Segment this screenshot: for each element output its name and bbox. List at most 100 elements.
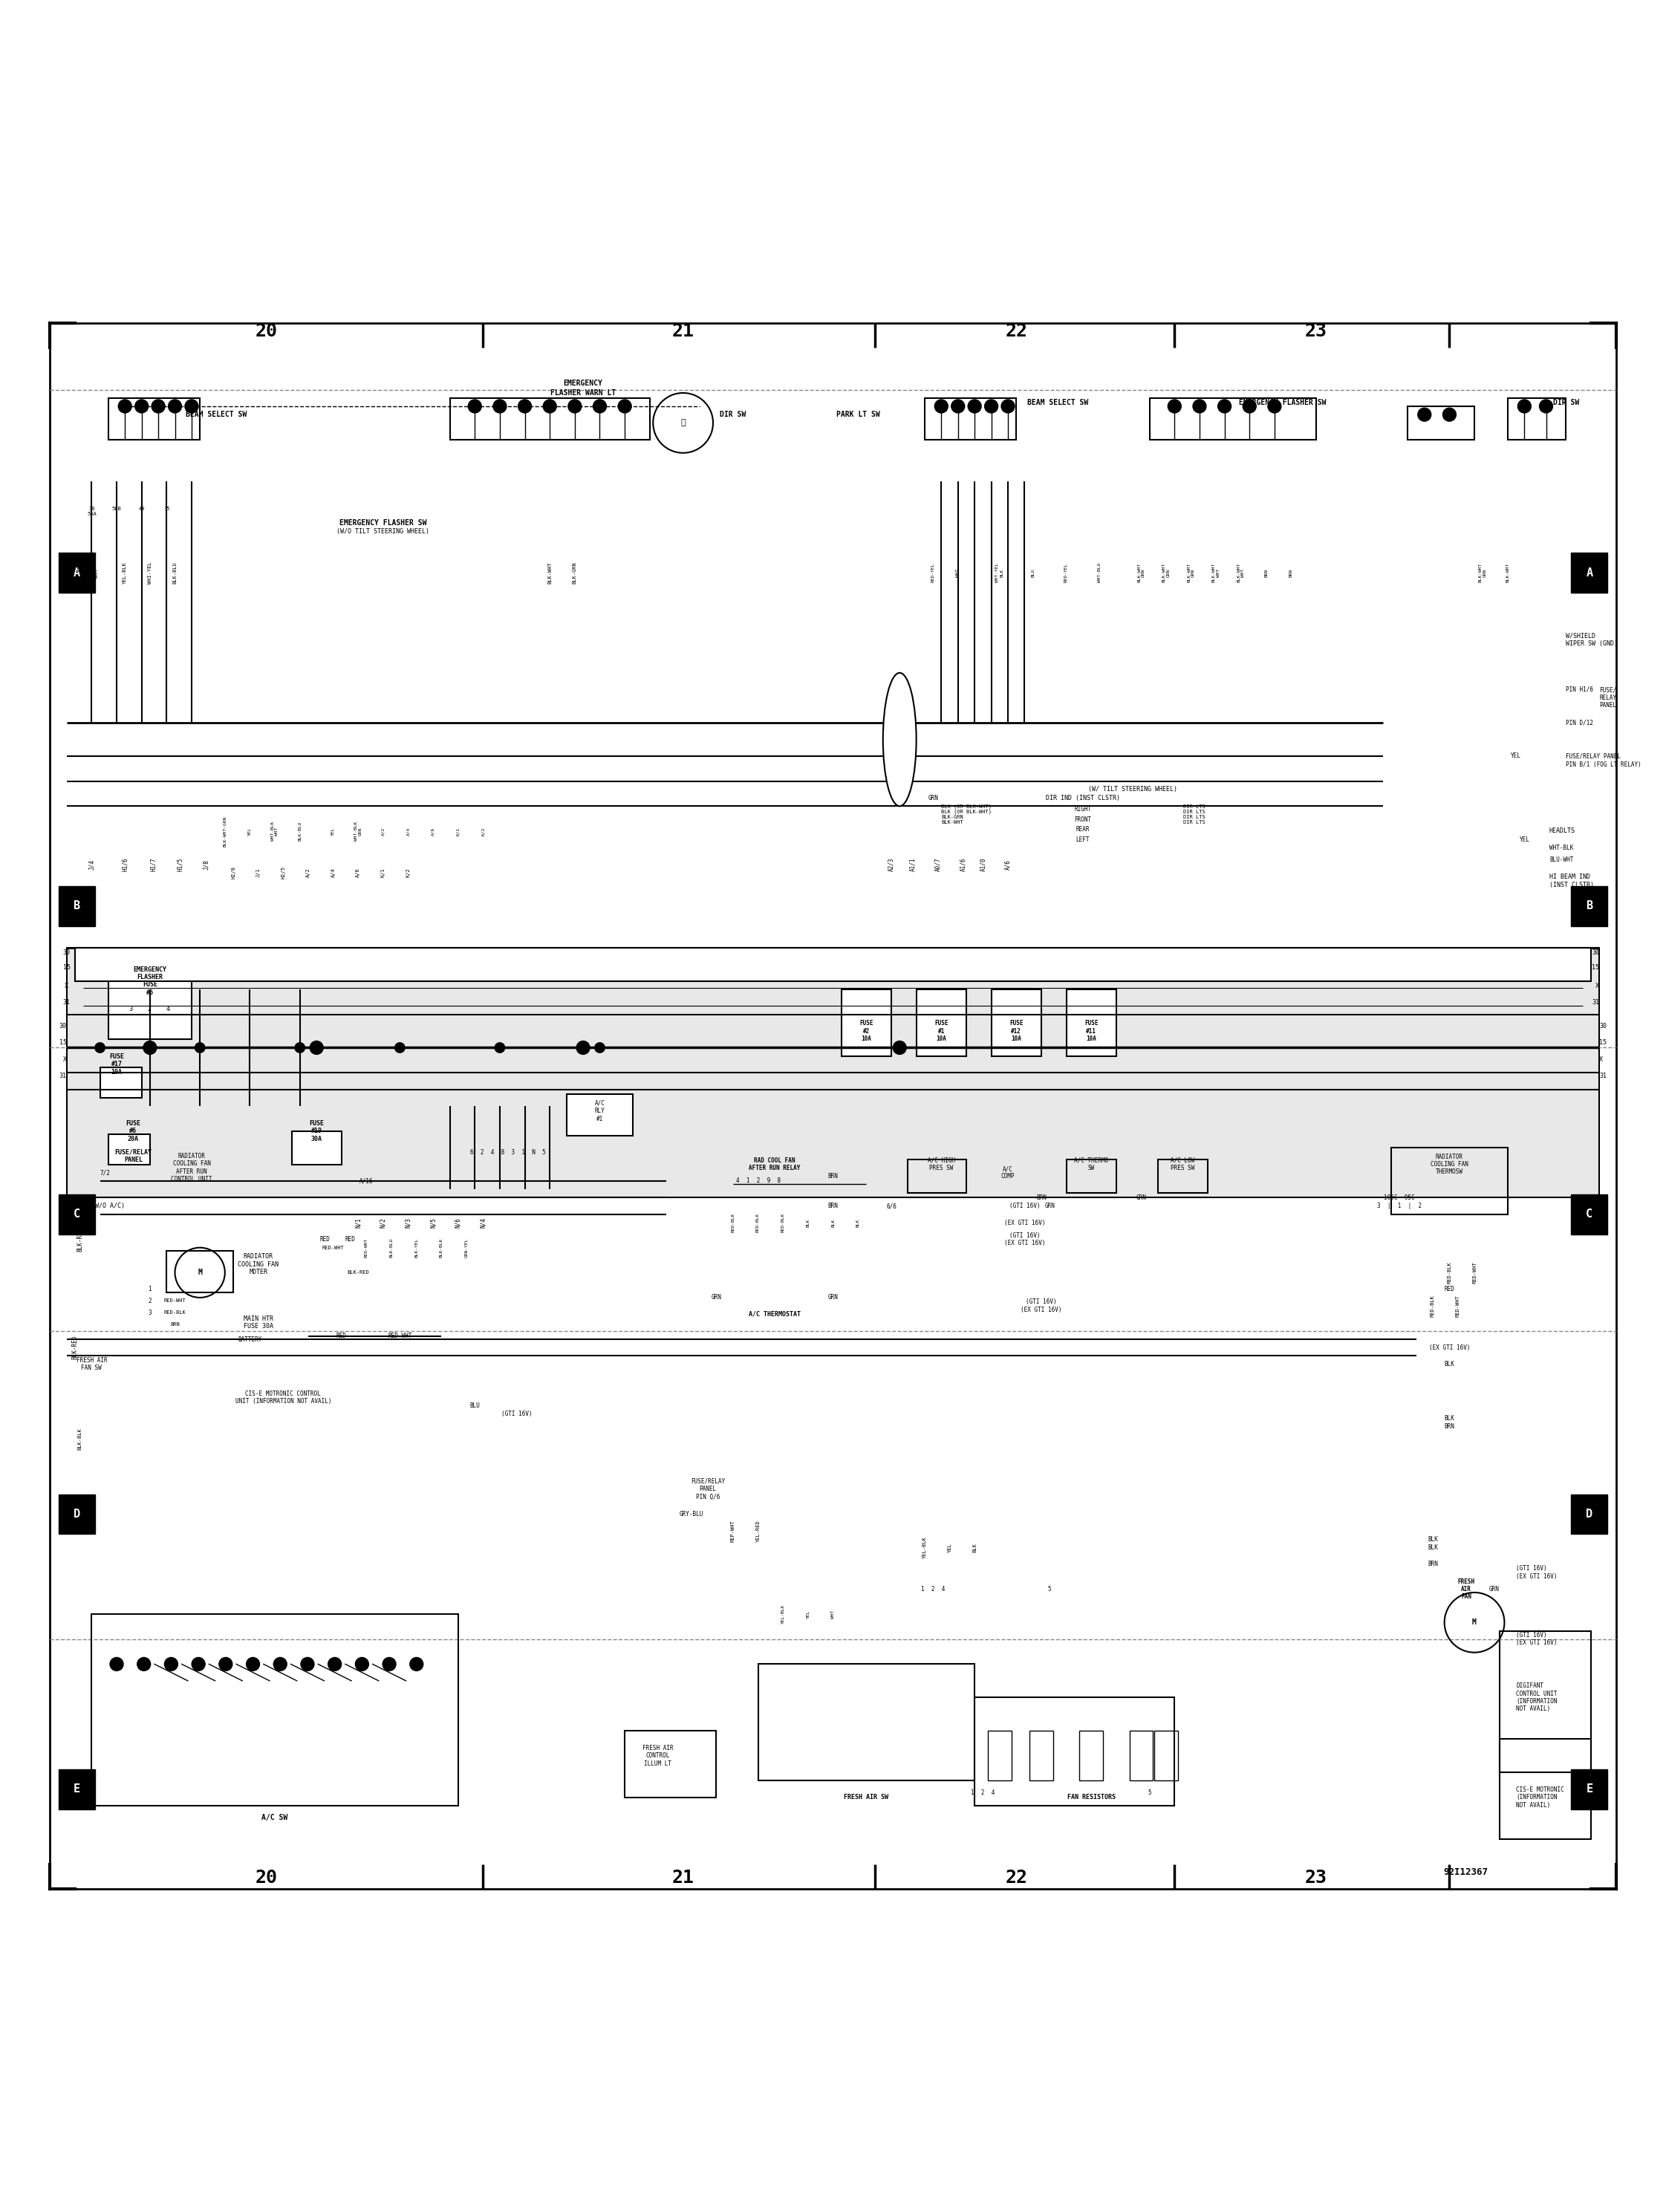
Text: RED-YEL: RED-YEL [931, 564, 935, 582]
Text: YEL: YEL [948, 1542, 951, 1553]
Text: RAD COOL FAN
AFTER RUN RELAY: RAD COOL FAN AFTER RUN RELAY [750, 1157, 800, 1172]
Text: BLK-WHT: BLK-WHT [1506, 564, 1509, 582]
Text: 15: 15 [1599, 1040, 1606, 1046]
Bar [988, 1730, 1011, 1781]
Text: FRONT: FRONT [1075, 816, 1091, 823]
Circle shape [383, 1657, 397, 1670]
Text: RED: RED [320, 1237, 330, 1243]
Text: FUSE
#2
10A: FUSE #2 10A [860, 1020, 873, 1042]
Text: RED-WHT: RED-WHT [1456, 1294, 1459, 1316]
Text: A: A [73, 566, 80, 577]
Text: (EX GTI 16V): (EX GTI 16V) [1005, 1219, 1045, 1225]
Text: DIR SW: DIR SW [1553, 398, 1579, 407]
Text: GRN-YEL: GRN-YEL [465, 1239, 468, 1256]
Text: BLK-WHT
GRN: BLK-WHT GRN [1163, 564, 1170, 582]
Text: RED-WHT: RED-WHT [365, 1239, 368, 1256]
Text: GRN: GRN [1045, 1203, 1055, 1210]
Text: 7/2: 7/2 [100, 1170, 110, 1177]
Text: YEL-BLK: YEL-BLK [923, 1537, 926, 1559]
Text: HI BEAM IND
(INST CLSTR): HI BEAM IND (INST CLSTR) [1549, 874, 1594, 889]
Text: K/2: K/2 [481, 827, 485, 836]
Text: YEL: YEL [1519, 836, 1529, 843]
Text: BRN: BRN [1036, 1194, 1046, 1201]
Text: M: M [198, 1270, 202, 1276]
Text: A/C HIGH
PRES SW: A/C HIGH PRES SW [928, 1157, 955, 1172]
Bar [908, 1159, 966, 1192]
Bar [1066, 1159, 1116, 1192]
Bar [1080, 1730, 1103, 1781]
Text: FUSE/RELAY
PANEL
PIN Q/6: FUSE/RELAY PANEL PIN Q/6 [691, 1478, 725, 1500]
Bar [916, 989, 966, 1055]
Circle shape [468, 400, 481, 414]
Text: RED-WHT: RED-WHT [322, 1245, 345, 1250]
Circle shape [195, 1042, 205, 1053]
Text: YEL-BLK: YEL-BLK [123, 562, 127, 584]
Circle shape [1243, 400, 1256, 414]
Circle shape [576, 1042, 590, 1055]
Text: A1/1: A1/1 [910, 858, 916, 872]
Text: X: X [65, 982, 68, 989]
Text: REAR: REAR [1076, 825, 1090, 832]
Bar [566, 1095, 633, 1137]
Bar [1155, 1730, 1178, 1781]
Text: 3    2    4: 3 2 4 [130, 1006, 170, 1013]
Text: D: D [73, 1509, 80, 1520]
Circle shape [493, 400, 506, 414]
Text: BLU: BLU [1031, 568, 1035, 577]
Text: YEL: YEL [1511, 752, 1521, 759]
Text: YEL-RED: YEL-RED [756, 1520, 760, 1542]
Text: (EX GTI 16V): (EX GTI 16V) [1429, 1345, 1469, 1352]
Text: GRN: GRN [711, 1294, 721, 1301]
Text: DIGIFANT
CONTROL UNIT
(INFORMATION
NOT AVAIL): DIGIFANT CONTROL UNIT (INFORMATION NOT A… [1516, 1683, 1558, 1712]
Text: (GTI 16V): (GTI 16V) [1010, 1203, 1040, 1210]
Text: BLK
BRN: BLK BRN [1444, 1416, 1454, 1429]
Text: FUSE/RELAY
PANEL: FUSE/RELAY PANEL [115, 1148, 152, 1164]
Text: BLK-RED: BLK-RED [77, 1228, 83, 1252]
Text: WHT-YEL
BLK: WHT-YEL BLK [996, 564, 1003, 582]
Text: 56B: 56B [112, 507, 122, 511]
Bar [1508, 398, 1566, 440]
Bar [58, 553, 95, 593]
Text: PARK LT SW: PARK LT SW [836, 411, 880, 418]
Text: (GTI 16V)
(EX GTI 16V): (GTI 16V) (EX GTI 16V) [1005, 1232, 1045, 1248]
Text: C: C [1586, 1208, 1593, 1219]
Bar [58, 1493, 95, 1535]
Bar [758, 1663, 975, 1781]
Circle shape [152, 400, 165, 414]
Bar [1499, 1739, 1591, 1838]
Text: EMERGENCY
FLASHER
FUSE
#6: EMERGENCY FLASHER FUSE #6 [133, 967, 167, 995]
Text: X: X [63, 1055, 67, 1062]
Text: FUSE
#1
10A: FUSE #1 10A [935, 1020, 948, 1042]
Text: M: M [1473, 1619, 1476, 1626]
Text: 4  1  2  9  8: 4 1 2 9 8 [736, 1177, 780, 1183]
Text: RED: RED [1444, 1285, 1454, 1292]
Text: A/6: A/6 [431, 827, 435, 836]
Bar [1066, 989, 1116, 1055]
Text: RED-BLK: RED-BLK [163, 1310, 187, 1314]
Text: K/1: K/1 [456, 827, 460, 836]
Text: BLK-WHT: BLK-WHT [548, 562, 551, 584]
Text: A/4: A/4 [332, 867, 335, 878]
Circle shape [118, 400, 132, 414]
Text: RIGHT: RIGHT [1075, 805, 1091, 812]
Circle shape [185, 400, 198, 414]
Text: BLK: BLK [1428, 1535, 1438, 1542]
Text: GRN: GRN [1136, 1194, 1146, 1201]
Text: BLK: BLK [806, 1219, 810, 1228]
Text: BLK-RED: BLK-RED [72, 1336, 78, 1360]
Circle shape [137, 1657, 150, 1670]
Text: H2/8: H2/8 [232, 867, 235, 878]
Circle shape [143, 1042, 157, 1055]
Text: A/6: A/6 [1005, 858, 1011, 869]
Text: H1/5: H1/5 [177, 858, 183, 872]
Circle shape [1268, 400, 1281, 414]
Bar [67, 947, 1599, 1197]
Text: FRESH AIR
CONTROL
ILLUM LT: FRESH AIR CONTROL ILLUM LT [643, 1745, 673, 1767]
Text: A/C
COMP: A/C COMP [1001, 1166, 1015, 1179]
Ellipse shape [883, 672, 916, 805]
Text: K/2: K/2 [407, 867, 410, 878]
Text: RED-BLK: RED-BLK [756, 1212, 760, 1232]
Text: 23: 23 [1304, 323, 1328, 341]
Text: W/SHIELD
WIPER SW (GND): W/SHIELD WIPER SW (GND) [1566, 633, 1618, 646]
Text: A: A [1586, 566, 1593, 577]
